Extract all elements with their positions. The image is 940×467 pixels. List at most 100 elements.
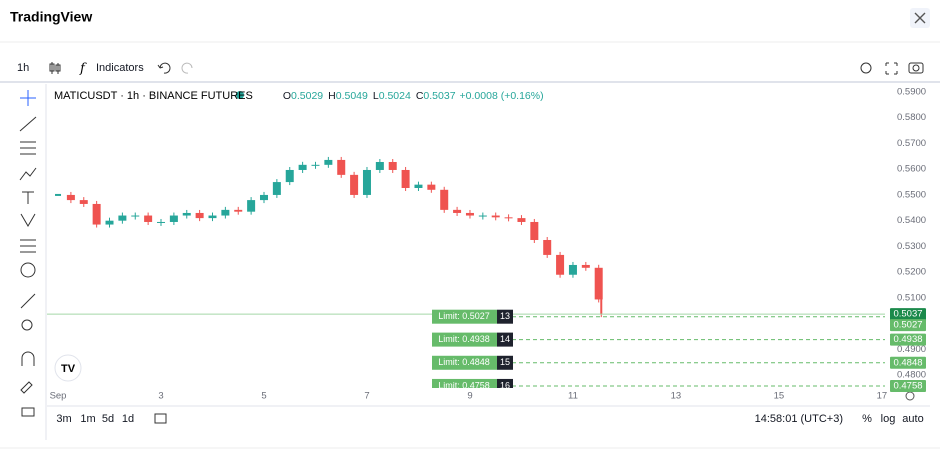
- x-tick-label: 15: [774, 391, 785, 402]
- candle: [247, 200, 256, 212]
- order-qty: 16: [500, 380, 510, 390]
- close-button[interactable]: [910, 8, 930, 28]
- scale-option[interactable]: %: [862, 413, 872, 425]
- candle: [388, 161, 397, 170]
- order-price-label: 0.4938: [893, 334, 922, 345]
- order-line[interactable]: Limit: 0.5027 13: [432, 309, 885, 324]
- order-label-box: [432, 355, 497, 370]
- range-button[interactable]: 5d: [102, 413, 114, 425]
- order-price-tag: [890, 379, 926, 392]
- fx-icon: f: [79, 62, 87, 77]
- x-tick-label: 11: [568, 391, 578, 402]
- y-tick-label: 0.5300: [897, 241, 926, 252]
- candle: [66, 194, 75, 201]
- candle: [195, 212, 204, 219]
- legend-value: 0.5024: [379, 90, 411, 102]
- window-title: TradingView: [10, 9, 92, 25]
- order-qty-box: [497, 355, 513, 370]
- candle: [465, 212, 474, 216]
- candle: [182, 212, 191, 216]
- x-tick-label: 3: [158, 391, 163, 402]
- interval-button[interactable]: 1h: [17, 62, 29, 74]
- candle: [259, 194, 268, 201]
- scale-option[interactable]: auto: [902, 413, 923, 425]
- candle: [92, 203, 101, 225]
- order-label-box: [432, 378, 497, 388]
- axis-settings[interactable]: [905, 391, 915, 401]
- redo-button[interactable]: [181, 62, 193, 74]
- y-tick-label: 0.4900: [897, 344, 926, 355]
- candle: [375, 161, 384, 170]
- compare-icon[interactable]: [154, 413, 167, 424]
- scale-option[interactable]: log: [881, 413, 896, 425]
- order-label-box: [432, 309, 497, 324]
- candle: [504, 217, 513, 219]
- legend-change: +0.0008 (+0.16%): [460, 90, 544, 102]
- order-label: Limit: 0.5027: [438, 311, 490, 321]
- candle: [440, 189, 449, 210]
- order-price-label: 0.4848: [893, 357, 922, 368]
- fullscreen-button[interactable]: [885, 62, 898, 75]
- y-tick-label: 0.5400: [897, 215, 926, 226]
- y-tick-label: 0.5900: [897, 86, 926, 97]
- y-tick-label: 0.5800: [897, 112, 926, 123]
- candle: [105, 220, 114, 225]
- candle: [169, 215, 178, 222]
- snapshot-button[interactable]: [908, 62, 924, 74]
- candle: [285, 169, 294, 183]
- candle: [79, 200, 88, 204]
- settings-button[interactable]: [860, 62, 872, 74]
- order-label: Limit: 0.4938: [438, 334, 490, 344]
- candle: [131, 215, 140, 217]
- candle: [221, 209, 230, 216]
- legend-value: 0.5029: [291, 90, 323, 102]
- order-price-label: 0.5027: [893, 320, 922, 331]
- y-tick-label: 0.5200: [897, 267, 926, 278]
- svg-text:TV: TV: [61, 363, 76, 375]
- x-tick-label: 13: [671, 391, 682, 402]
- candle: [568, 264, 577, 275]
- order-price-tag: [890, 319, 926, 332]
- candle: [556, 254, 565, 275]
- candle: [491, 215, 500, 218]
- drawing-tools[interactable]: [19, 90, 37, 417]
- candle: [530, 221, 539, 240]
- x-tick-label: 5: [261, 391, 266, 402]
- candle: [594, 267, 603, 300]
- legend-key: O: [283, 90, 291, 102]
- range-button[interactable]: 1m: [80, 413, 95, 425]
- candle: [427, 184, 436, 190]
- order-line[interactable]: Limit: 0.4938 14: [432, 332, 885, 347]
- x-tick-label: 9: [467, 391, 472, 402]
- order-label-box: [432, 332, 497, 347]
- candle: [144, 215, 153, 222]
- candle: [311, 164, 320, 166]
- range-button[interactable]: 3m: [56, 413, 71, 425]
- order-price-tag: [890, 356, 926, 369]
- order-line[interactable]: Limit: 0.4848 15: [432, 355, 885, 370]
- order-qty: 15: [500, 357, 510, 367]
- legend: MATICUSDT · 1h · BINANCE FUTURES O0.5029 H…: [54, 90, 544, 102]
- legend-value: 0.5049: [336, 90, 368, 102]
- undo-button[interactable]: [157, 62, 171, 74]
- order-label: Limit: 0.4848: [438, 357, 490, 367]
- candle: [337, 159, 346, 175]
- order-qty: 14: [500, 334, 510, 344]
- candle: [478, 215, 487, 217]
- range-button[interactable]: 1d: [122, 413, 134, 425]
- x-tick-label: 17: [877, 391, 888, 402]
- indicators-button[interactable]: Indicators: [96, 62, 144, 74]
- y-tick-label: 0.4800: [897, 370, 926, 381]
- order-line[interactable]: Limit: 0.4758 16: [432, 378, 885, 393]
- candle: [401, 169, 410, 188]
- legend-key: H: [328, 90, 336, 102]
- chart-type-button[interactable]: [49, 62, 61, 74]
- legend-value: 0.5037: [423, 90, 455, 102]
- legend-key: C: [416, 90, 424, 102]
- candle: [543, 239, 552, 255]
- order-qty-box: [497, 309, 513, 324]
- axes: 0.5900 0.5800 0.5700 0.5600 0.5500 0.5400 0.53…: [50, 86, 926, 401]
- candle: [350, 174, 359, 195]
- tv-logo: TV: [54, 354, 82, 382]
- candle: [298, 164, 307, 170]
